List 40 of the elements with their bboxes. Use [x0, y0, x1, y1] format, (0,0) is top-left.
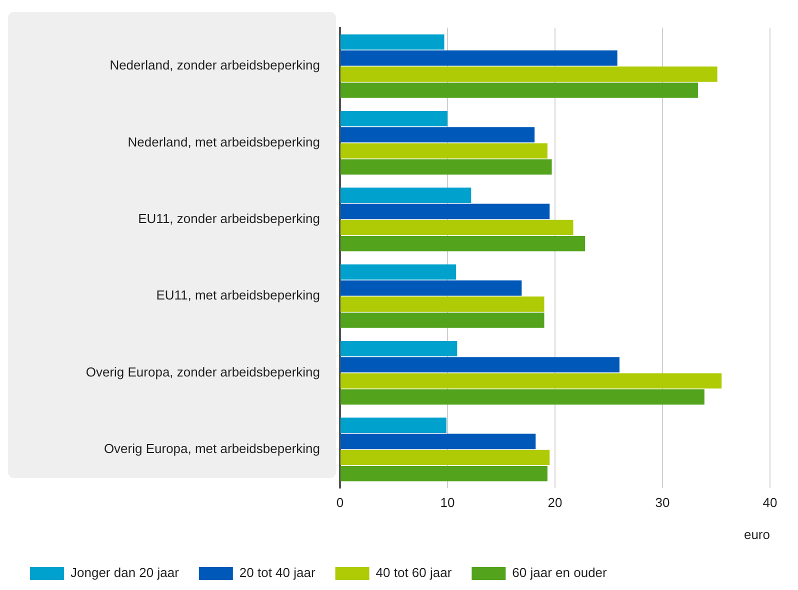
y-tick-label: Nederland, met arbeidsbeperking	[128, 134, 320, 150]
y-tick-label: EU11, met arbeidsbeperking	[156, 288, 320, 303]
bar	[340, 357, 620, 372]
y-tick-label: Overig Europa, zonder arbeidsbeperking	[86, 364, 320, 380]
legend-label: 20 tot 40 jaar	[239, 565, 316, 580]
x-tick-label: 30	[655, 495, 670, 510]
legend-label: Jonger dan 20 jaar	[70, 565, 180, 580]
bar	[340, 418, 446, 433]
bar	[340, 50, 618, 66]
x-tick-label: 20	[548, 495, 562, 510]
bar	[340, 264, 456, 280]
bar	[340, 389, 704, 405]
y-tick-label: EU11, zonder arbeidsbeperking	[138, 211, 320, 226]
bar	[340, 143, 548, 158]
bar	[340, 341, 458, 356]
bar	[340, 466, 548, 482]
bar	[340, 111, 448, 126]
bar	[340, 434, 536, 450]
bar	[340, 296, 544, 312]
bar	[340, 159, 552, 175]
bar	[340, 312, 544, 328]
bar	[340, 34, 444, 50]
x-axis-title: euro	[744, 526, 770, 542]
bar	[340, 450, 550, 466]
bar	[340, 188, 472, 203]
legend-label: 40 tot 60 jaar	[376, 565, 452, 580]
y-tick-label: Nederland, zonder arbeidsbeperking	[110, 58, 320, 73]
bar	[340, 204, 550, 220]
bar	[340, 236, 586, 252]
bar	[340, 373, 722, 388]
bar	[340, 82, 698, 98]
legend-label: 60 jaar en ouder	[512, 565, 608, 580]
x-tick-label: 40	[762, 495, 778, 510]
bar	[340, 127, 535, 142]
bar	[340, 280, 522, 296]
y-tick-label: Overig Europa, met arbeidsbeperking	[104, 441, 320, 456]
bar	[340, 66, 718, 82]
x-tick-label: 10	[440, 495, 455, 510]
x-tick-label: 0	[336, 495, 344, 510]
bar	[340, 220, 574, 236]
